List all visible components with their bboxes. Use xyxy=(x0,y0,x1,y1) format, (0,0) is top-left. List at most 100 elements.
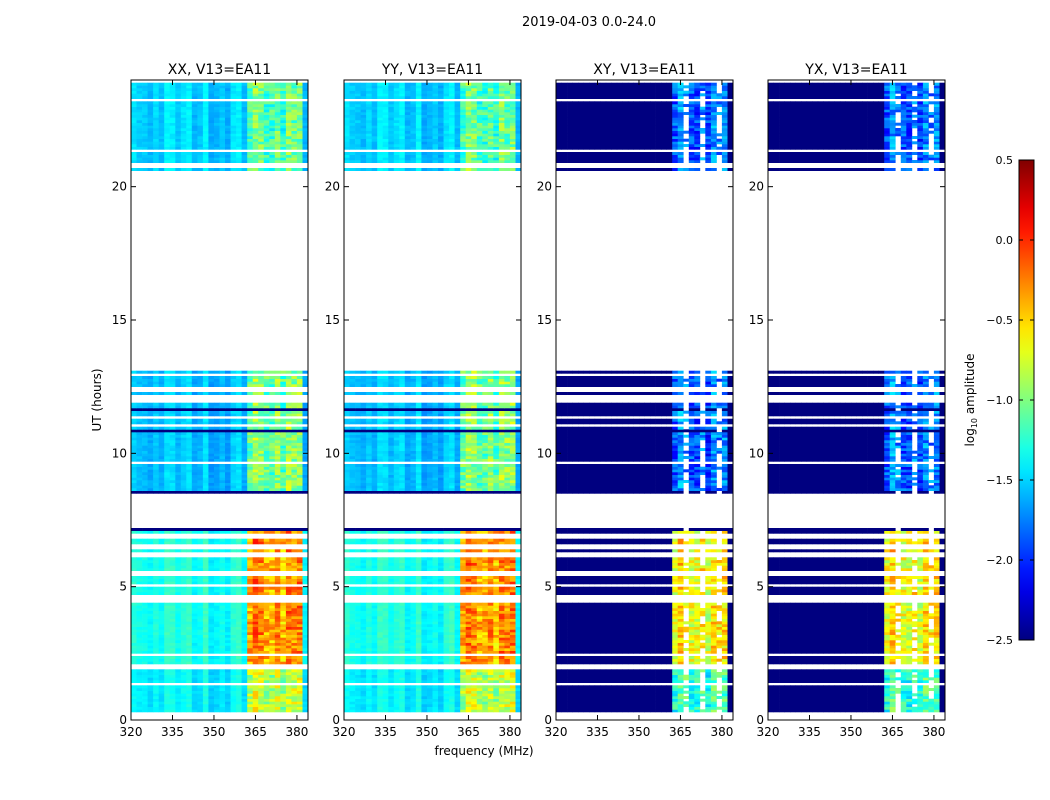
heatmap-cell xyxy=(443,704,450,707)
heatmap-cell xyxy=(291,109,298,113)
heatmap-cell xyxy=(252,562,259,566)
heatmap-cell xyxy=(291,410,298,414)
heatmap-cell xyxy=(214,621,220,625)
heatmap-cell xyxy=(280,144,287,147)
heatmap-cell xyxy=(460,677,467,681)
heatmap-cell xyxy=(225,701,231,705)
heatmap-cell xyxy=(208,661,215,665)
heatmap-cell xyxy=(214,624,220,627)
heatmap-cell xyxy=(258,688,265,691)
heatmap-cell xyxy=(280,677,287,681)
heatmap-cell xyxy=(399,698,406,702)
heatmap-cell xyxy=(197,90,204,94)
heatmap-cell xyxy=(219,421,226,425)
heatmap-cell xyxy=(208,557,215,561)
heatmap-cell xyxy=(180,146,187,150)
heatmap-cell xyxy=(302,101,309,105)
heatmap-cell xyxy=(153,485,159,489)
heatmap-cell xyxy=(291,480,298,483)
heatmap-cell xyxy=(460,698,467,702)
heatmap-cell xyxy=(285,578,292,582)
heatmap-cell xyxy=(476,645,483,649)
heatmap-cell xyxy=(382,706,389,710)
heatmap-cell xyxy=(291,458,298,462)
heatmap-cell xyxy=(355,618,361,622)
heatmap-cell xyxy=(263,706,270,710)
heatmap-cell xyxy=(487,701,494,705)
heatmap-cell xyxy=(296,669,303,673)
heatmap-cell xyxy=(296,680,303,683)
heatmap-cell xyxy=(241,133,248,137)
heatmap-cell xyxy=(131,626,137,630)
heatmap-cell xyxy=(285,650,292,654)
heatmap-cell xyxy=(147,101,154,105)
heatmap-cell xyxy=(180,429,187,433)
heatmap-cell xyxy=(131,96,137,99)
heatmap-cell xyxy=(164,104,171,107)
heatmap-cell xyxy=(147,376,154,379)
heatmap-cell xyxy=(186,88,193,91)
heatmap-cell xyxy=(454,632,461,635)
heatmap-cell xyxy=(202,144,209,147)
heatmap-cell xyxy=(131,613,137,617)
heatmap-cell xyxy=(236,602,242,606)
heatmap-cell xyxy=(175,624,182,627)
heatmap-cell xyxy=(158,453,165,457)
heatmap-cell xyxy=(225,152,231,155)
heatmap-cell xyxy=(180,160,187,163)
heatmap-cell xyxy=(175,370,182,374)
heatmap-cell xyxy=(302,578,309,582)
heatmap-cell xyxy=(236,645,242,649)
heatmap-cell xyxy=(169,392,176,395)
heatmap-cell xyxy=(214,618,220,622)
heatmap-cell xyxy=(214,672,220,675)
heatmap-cell xyxy=(136,130,143,134)
heatmap-cell xyxy=(147,437,154,441)
heatmap-cell xyxy=(131,658,137,662)
heatmap-cell xyxy=(180,445,187,449)
heatmap-cell xyxy=(432,674,439,678)
heatmap-cell xyxy=(382,669,389,673)
heatmap-cell xyxy=(460,613,467,617)
heatmap-cell xyxy=(136,640,143,643)
heatmap-cell xyxy=(186,490,193,494)
heatmap-cell xyxy=(465,640,472,643)
heatmap-cell xyxy=(258,602,265,606)
heatmap-cell xyxy=(493,640,500,643)
heatmap-cell xyxy=(164,117,171,121)
heatmap-cell xyxy=(153,656,159,659)
heatmap-cell xyxy=(296,538,303,542)
heatmap-cell xyxy=(158,445,165,449)
heatmap-cell xyxy=(302,538,309,542)
heatmap-cell xyxy=(263,432,270,435)
heatmap-cell xyxy=(302,405,309,409)
heatmap-cell xyxy=(219,456,226,459)
heatmap-cell xyxy=(399,645,406,649)
heatmap-cell xyxy=(355,685,361,689)
heatmap-cell xyxy=(280,696,287,699)
heatmap-cell xyxy=(230,114,237,118)
heatmap-cell xyxy=(236,152,242,155)
heatmap-cell xyxy=(147,114,154,118)
heatmap-cell xyxy=(169,477,176,481)
heatmap-cell xyxy=(236,466,242,470)
heatmap-cell xyxy=(296,378,303,382)
heatmap-cell xyxy=(504,704,511,707)
heatmap-cell xyxy=(269,152,276,155)
heatmap-cell xyxy=(296,125,303,129)
heatmap-cell xyxy=(410,658,417,662)
heatmap-cell xyxy=(291,557,298,561)
heatmap-cell xyxy=(252,104,259,107)
heatmap-cell xyxy=(186,106,193,110)
heatmap-cell xyxy=(415,658,422,662)
heatmap-cell xyxy=(180,541,187,545)
heatmap-cell xyxy=(471,648,478,651)
heatmap-cell xyxy=(241,117,248,121)
heatmap-cell xyxy=(252,426,259,430)
heatmap-cell xyxy=(164,128,171,131)
heatmap-cell xyxy=(147,578,154,582)
heatmap-cell xyxy=(432,605,439,609)
heatmap-cell xyxy=(427,669,433,673)
heatmap-cell xyxy=(136,125,143,129)
heatmap-cell xyxy=(197,136,204,139)
